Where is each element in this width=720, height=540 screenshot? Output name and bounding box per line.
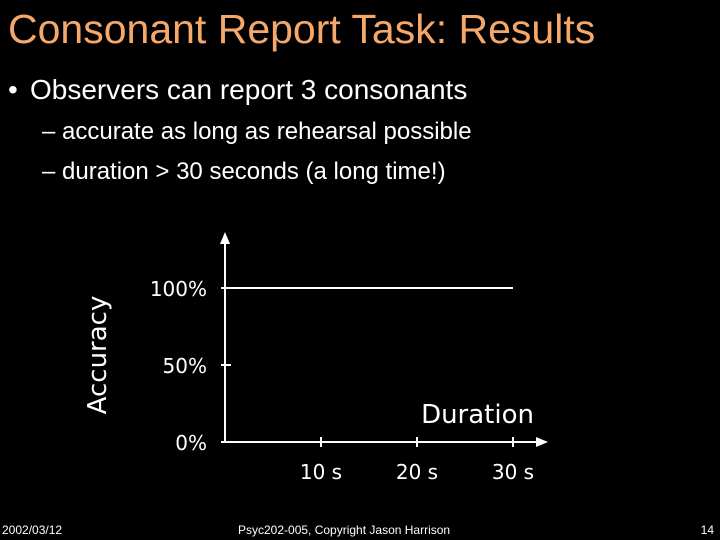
sub-bullet-text: accurate as long as rehearsal possible (62, 118, 472, 145)
footer-copyright: Psyc202-005, Copyright Jason Harrison (238, 523, 451, 537)
dash-icon: – (42, 158, 56, 185)
x-tick-label: 10 s (300, 460, 342, 484)
dash-icon: – (42, 118, 56, 145)
y-axis-arrow-icon (220, 232, 230, 244)
x-tick-label: 30 s (492, 460, 534, 484)
page-number: 14 (700, 523, 714, 537)
x-axis-label: Duration (421, 400, 534, 430)
y-tick-label: 0% (175, 431, 207, 455)
x-axis-arrow-icon (536, 437, 548, 447)
sub-bullet: – duration > 30 seconds (a long time!) (42, 158, 446, 186)
y-axis-label: Accuracy (83, 296, 113, 415)
x-tick-label: 20 s (396, 460, 438, 484)
main-bullet: • Observers can report 3 consonants (8, 74, 467, 106)
y-tick-label: 50% (163, 354, 207, 378)
sub-bullet: – accurate as long as rehearsal possible (42, 118, 472, 146)
y-tick-label: 100% (150, 277, 207, 301)
footer-date: 2002/03/12 (2, 523, 63, 537)
main-bullet-text: Observers can report 3 consonants (30, 74, 468, 105)
slide-title: Consonant Report Task: Results (8, 6, 596, 52)
bullet-dot-icon: • (8, 74, 18, 105)
chart-axes: 0% 50% 100% 10 s 20 s 30 s Duration Accuracy (83, 232, 548, 484)
sub-bullet-text: duration > 30 seconds (a long time!) (62, 158, 446, 185)
